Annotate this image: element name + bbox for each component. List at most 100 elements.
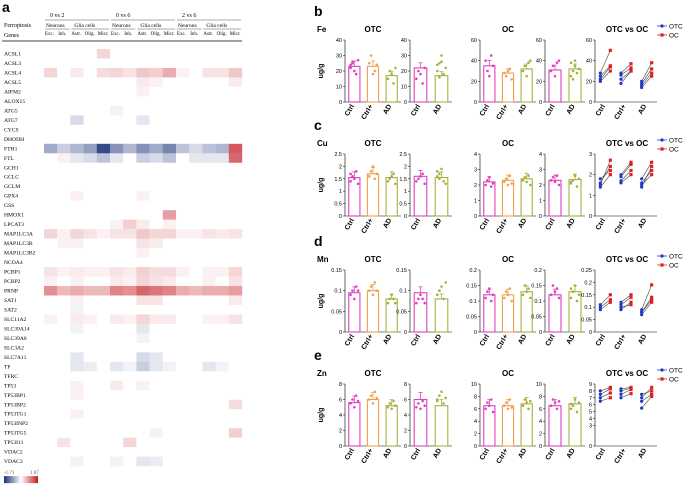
heatmap-cell [202,67,216,78]
gene-label: ATG5 [4,108,18,114]
heatmap-cell [189,295,203,306]
y-tick-label: 0 [339,100,342,106]
data-point [369,54,373,57]
heatmap-cell [110,86,124,97]
data-point [529,59,532,62]
heatmap-cell [189,153,203,163]
heatmap-cell [83,162,97,173]
heatmap-cell [96,77,111,88]
heatmap-cell [110,248,124,258]
bar [366,290,380,333]
paired-line-chart: OTC vs OC 0 20 40 60 Ctrl Ctrl+ AD OTC OC [586,24,683,121]
heatmap-cell [202,200,216,211]
y-tick-label: 10 [336,85,342,91]
heatmap-cell [136,200,150,211]
heatmap-cell [44,447,58,457]
heatmap-cell [83,172,97,182]
heatmap-cell [83,304,97,315]
data-point [415,301,418,305]
heatmap-cell [149,323,163,334]
heatmap-cell [189,286,203,296]
paired-line-chart: OTC vs OC 0 0.05 0.1 0.15 0.2 0.25 Ctrl Ctrl+ AD O… [581,254,683,351]
bar [520,68,533,103]
heatmap-cell [57,352,71,363]
data-point [415,405,418,409]
pair-line [641,62,652,82]
y-tick-label: 60 [536,38,542,44]
heatmap-cell [215,371,229,381]
heatmap-cell [57,105,71,116]
data-point [553,180,557,184]
heatmap-cell [189,105,203,116]
x-tick-label: AD [637,104,648,116]
data-point [569,296,573,300]
heatmap-cell [57,49,71,59]
heatmap-cell [202,456,216,467]
data-point [421,399,424,403]
heatmap-cell [44,304,58,315]
heatmap-cell [83,115,97,126]
heatmap-cell [123,295,137,306]
legend-label-otc: OTC [669,368,683,375]
heatmap-cell [162,437,177,448]
heatmap-cell [228,447,243,457]
pair-line [641,390,652,395]
bar-chart: 0 0.05 0.1 0.15 0.2 OC Ctrl Ctrl+ AD [466,255,536,351]
pair-line [641,68,652,84]
heatmap-cell [57,172,71,182]
cell-type-label: Micr. [98,32,109,37]
heatmap-cell [228,200,243,211]
y-tick-label: 0 [589,330,592,336]
heatmap-cell [228,267,243,277]
bar-chart: 0 2 4 6 8 OTC ug/g Ctrl Ctrl+ AD [318,369,401,465]
heatmap-cell [202,371,216,381]
heatmap-cell [57,162,71,173]
heatmap-cell [57,58,71,69]
x-tick-label: AD [566,104,577,116]
data-point [369,394,373,397]
y-tick-label: 0.1 [334,289,342,295]
heatmap-cell [110,229,124,239]
heatmap-cell [96,219,111,230]
heatmap-cell [176,86,190,97]
oc-point [650,67,654,71]
data-point [573,64,577,68]
y-tick-label: 0.1 [399,289,407,295]
heatmap-cell [176,399,190,410]
heatmap-cell [162,371,177,381]
heatmap-cell [83,437,97,448]
data-point [508,398,512,401]
heatmap-cell [189,96,203,107]
heatmap-cell [70,371,84,381]
heatmap-cell [83,361,97,372]
heatmap-cell [136,219,150,230]
data-point [549,69,553,73]
data-point [349,179,352,183]
heatmap-cell [136,172,150,182]
otc-point [619,81,623,85]
x-tick-label: AD [432,334,443,346]
heatmap-cell [149,399,163,410]
pair-line [620,387,632,392]
oc-point [650,160,654,164]
heatmap-cell [202,409,216,419]
heatmap-cell [149,210,163,220]
heatmap-cell [176,58,190,69]
heatmap-cell [96,134,111,144]
heatmap-cell [110,200,124,211]
pair-line [600,50,611,74]
heatmap-cell [176,115,190,126]
heatmap-cell [215,238,229,249]
data-point [442,179,445,183]
pair-line [641,302,652,315]
data-point [510,406,514,409]
oc-point [629,62,633,66]
heatmap-cell [70,380,84,391]
y-tick-label: 0 [474,330,477,336]
heatmap-cell [162,295,177,306]
heatmap-cell [96,96,111,107]
heatmap-cell [228,399,243,410]
heatmap-cell [189,333,203,344]
heatmap-cell [123,115,137,126]
heatmap-cell [202,352,216,363]
